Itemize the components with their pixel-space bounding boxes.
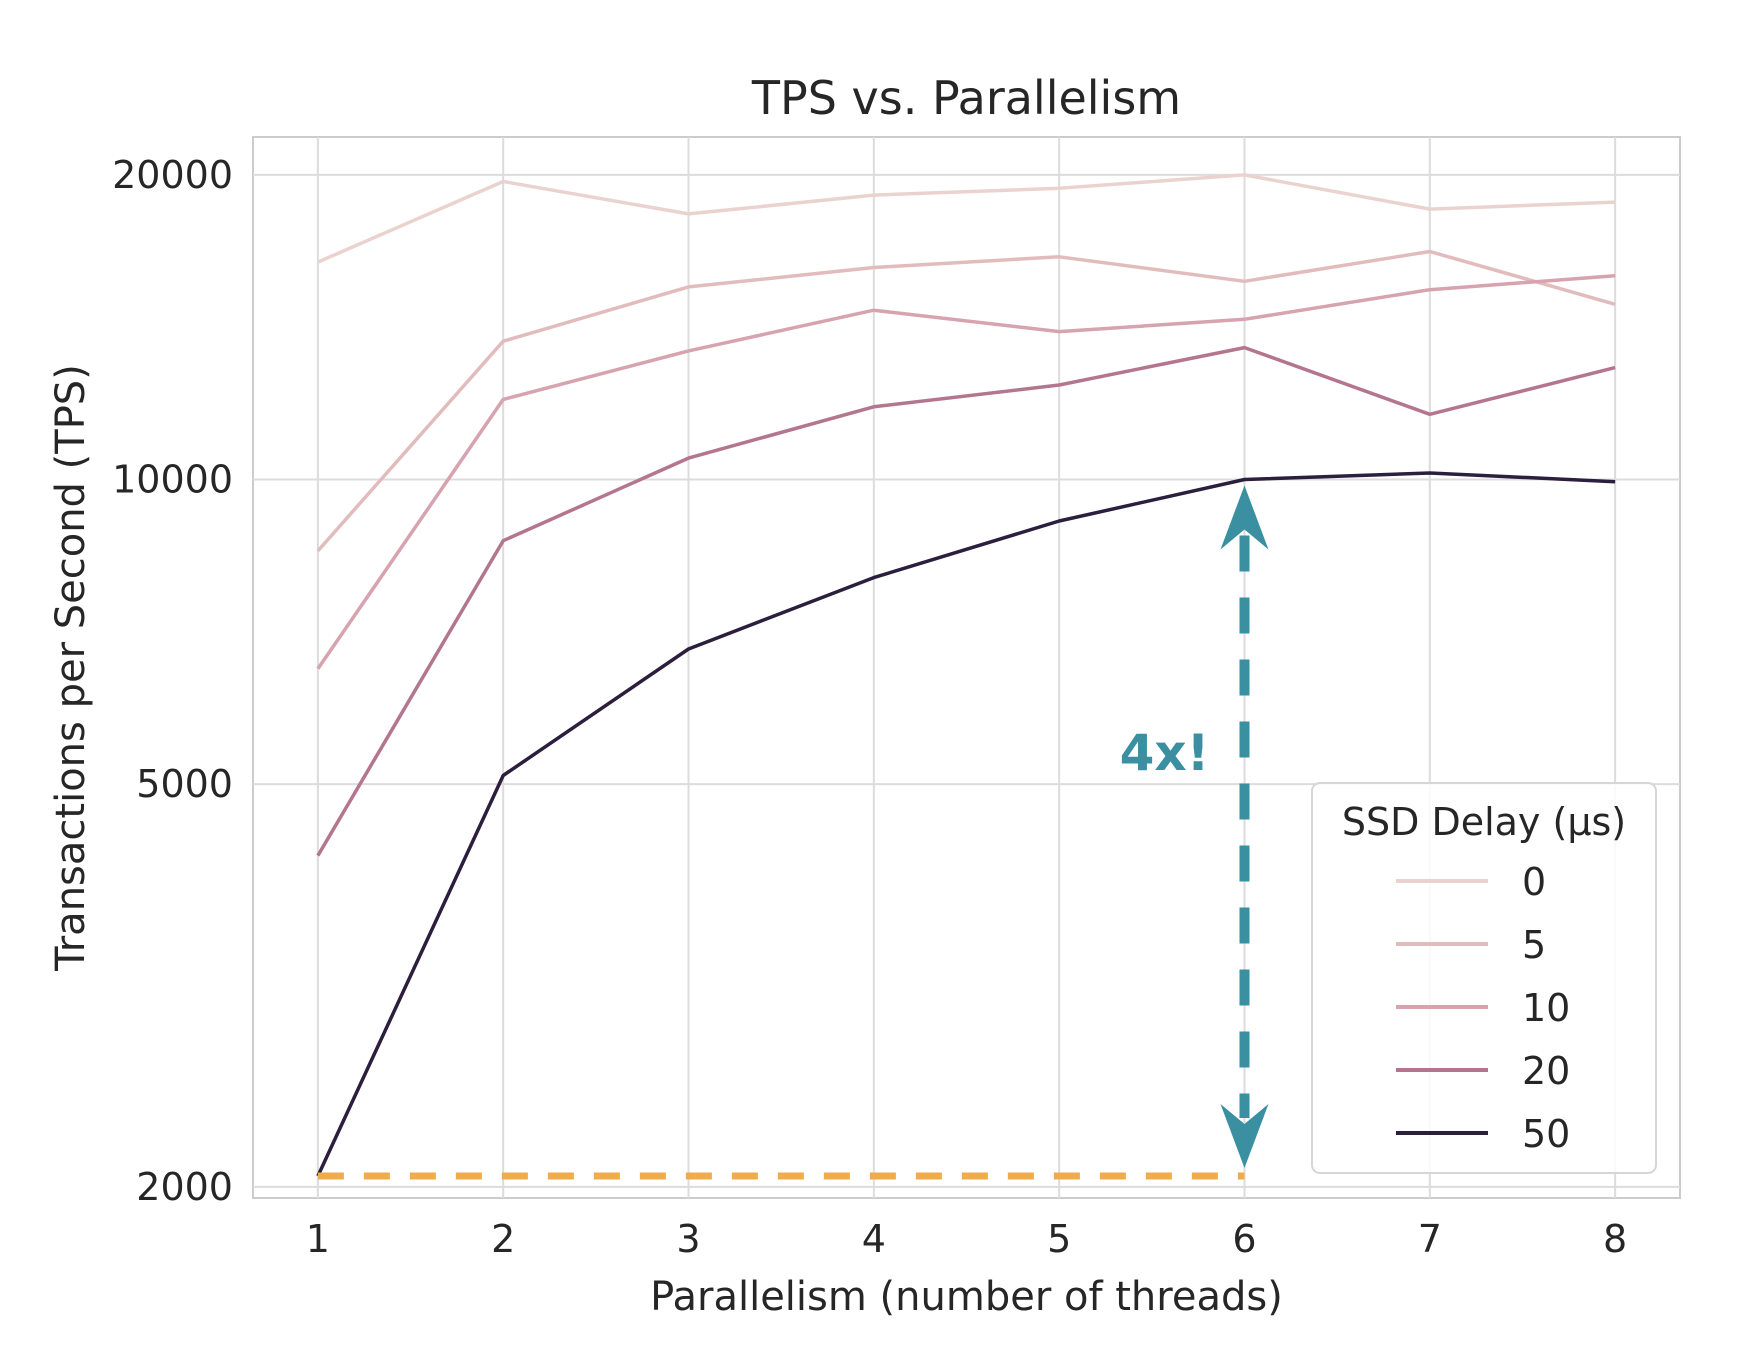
x-tick-label: 3	[676, 1217, 700, 1261]
series-line-10	[316, 273, 1616, 670]
x-tick-label: 7	[1418, 1217, 1442, 1261]
y-tick-label: 2000	[136, 1165, 233, 1209]
series-line-5	[316, 249, 1616, 553]
series-line-20	[316, 345, 1616, 857]
legend-label-0: 0	[1522, 860, 1546, 904]
legend-label-50: 50	[1522, 1112, 1570, 1156]
arrow-head-down	[1220, 1104, 1269, 1169]
x-tick-label: 4	[862, 1217, 886, 1261]
arrow-head-up	[1220, 485, 1269, 550]
legend: SSD Delay (μs) 0 5 10 20 50	[1311, 782, 1657, 1174]
x-tick-label: 6	[1232, 1217, 1256, 1261]
tick-labels: 1 2 3 4 5 6 7 8 20000 10000 5000 2000	[112, 153, 1627, 1261]
x-tick-label: 2	[491, 1217, 515, 1261]
x-tick-label: 5	[1047, 1217, 1071, 1261]
chart-title: TPS vs. Parallelism	[751, 71, 1181, 125]
y-axis-label: Transactions per Second (TPS)	[48, 364, 94, 972]
legend-label-20: 20	[1522, 1049, 1570, 1093]
x-tick-label: 1	[306, 1217, 330, 1261]
series-line-0	[317, 173, 1616, 264]
legend-title: SSD Delay (μs)	[1342, 800, 1626, 844]
y-tick-label: 20000	[112, 153, 233, 197]
annotations: 4x!	[317, 485, 1269, 1180]
series-lines	[316, 173, 1616, 1177]
x-axis-label: Parallelism (number of threads)	[650, 1274, 1283, 1320]
annotation-label: 4x!	[1120, 724, 1210, 782]
y-tick-label: 10000	[112, 458, 233, 502]
legend-label-5: 5	[1522, 923, 1546, 967]
series-line-50	[316, 471, 1616, 1177]
y-tick-label: 5000	[136, 762, 233, 806]
x-tick-label: 8	[1603, 1217, 1627, 1261]
legend-label-10: 10	[1522, 986, 1570, 1030]
